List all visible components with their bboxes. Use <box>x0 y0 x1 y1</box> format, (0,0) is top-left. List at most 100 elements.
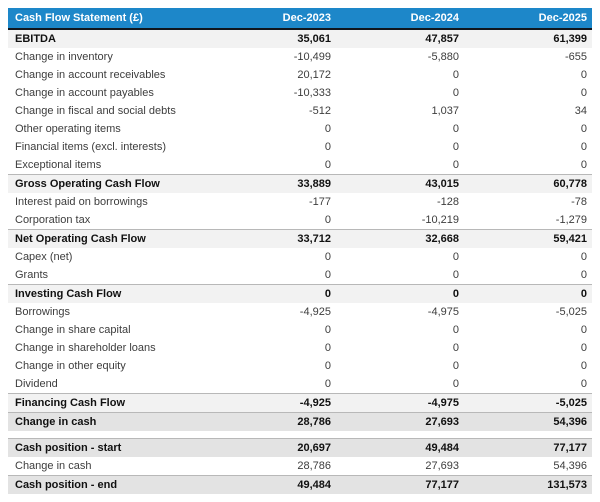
cell-value: 0 <box>336 156 464 175</box>
cell-value: 0 <box>464 266 592 285</box>
table-row: Change in shareholder loans 0 0 0 <box>8 339 592 357</box>
row-label: EBITDA <box>8 28 208 48</box>
cell-value: -10,499 <box>208 48 336 66</box>
cell-value: 32,668 <box>336 229 464 248</box>
cell-value: 0 <box>464 84 592 102</box>
cell-value: 0 <box>336 120 464 138</box>
cell-value: 0 <box>208 211 336 230</box>
cell-value: 33,889 <box>208 174 336 193</box>
cell-value: -655 <box>464 48 592 66</box>
row-label: Other operating items <box>8 120 208 138</box>
cell-value: 0 <box>208 321 336 339</box>
row-label: Change in shareholder loans <box>8 339 208 357</box>
cell-value: 0 <box>464 321 592 339</box>
row-label: Dividend <box>8 375 208 394</box>
cell-value: 20,697 <box>208 438 336 457</box>
cell-value: 0 <box>208 120 336 138</box>
cell-value: 27,693 <box>336 457 464 476</box>
cell-value: -4,975 <box>336 303 464 321</box>
cell-value: -5,025 <box>464 303 592 321</box>
cell-value: -177 <box>208 193 336 211</box>
table-row: Net Operating Cash Flow 33,712 32,668 59,42… <box>8 229 592 248</box>
cell-value: 0 <box>208 138 336 156</box>
cell-value: 0 <box>208 248 336 266</box>
cell-value: 0 <box>464 138 592 156</box>
cell-value: -5,025 <box>464 393 592 413</box>
cell-value: 35,061 <box>208 28 336 48</box>
cell-value: 59,421 <box>464 229 592 248</box>
table-row: Capex (net) 0 0 0 <box>8 248 592 266</box>
cell-value: 0 <box>464 120 592 138</box>
row-label: Corporation tax <box>8 211 208 230</box>
cell-value: 0 <box>464 375 592 394</box>
cell-value: 0 <box>464 66 592 84</box>
row-label: Change in other equity <box>8 357 208 375</box>
cell-value: 60,778 <box>464 174 592 193</box>
cell-value: 61,399 <box>464 28 592 48</box>
cell-value: 0 <box>464 284 592 303</box>
cell-value: -4,925 <box>208 303 336 321</box>
cell-value: 77,177 <box>464 438 592 457</box>
cell-value: 0 <box>336 375 464 394</box>
table-row: EBITDA 35,061 47,857 61,399 <box>8 28 592 48</box>
table-row: Cash position - start 20,697 49,484 77,177 <box>8 438 592 457</box>
table-row: Gross Operating Cash Flow 33,889 43,015 60,… <box>8 174 592 193</box>
row-label: Exceptional items <box>8 156 208 175</box>
cell-value: 0 <box>336 84 464 102</box>
cell-value: 0 <box>336 66 464 84</box>
cell-value: 0 <box>464 357 592 375</box>
row-label: Net Operating Cash Flow <box>8 229 208 248</box>
table-row: Grants 0 0 0 <box>8 266 592 285</box>
section-divider <box>8 431 592 438</box>
cell-value: 0 <box>208 266 336 285</box>
row-label: Change in cash <box>8 457 208 476</box>
row-label: Interest paid on borrowings <box>8 193 208 211</box>
row-label: Financing Cash Flow <box>8 393 208 413</box>
cell-value: 0 <box>336 339 464 357</box>
row-label: Borrowings <box>8 303 208 321</box>
cell-value: -4,925 <box>208 393 336 413</box>
cell-value: 0 <box>336 138 464 156</box>
table-row: Change in account payables -10,333 0 0 <box>8 84 592 102</box>
row-label: Cash position - start <box>8 438 208 457</box>
cell-value: -78 <box>464 193 592 211</box>
table-row: Change in other equity 0 0 0 <box>8 357 592 375</box>
table-row: Financial items (excl. interests) 0 0 0 <box>8 138 592 156</box>
cell-value: 0 <box>336 284 464 303</box>
cell-value: 0 <box>336 266 464 285</box>
cash-flow-table-main: Cash Flow Statement (£) Dec-2023 Dec-202… <box>8 8 592 431</box>
table-header-row: Cash Flow Statement (£) Dec-2023 Dec-202… <box>8 8 592 30</box>
table-row: Borrowings -4,925 -4,975 -5,025 <box>8 303 592 321</box>
cell-value: 1,037 <box>336 102 464 120</box>
cell-value: 0 <box>336 248 464 266</box>
table-row: Interest paid on borrowings -177 -128 -78 <box>8 193 592 211</box>
table-title: Cash Flow Statement (£) <box>8 8 208 30</box>
cell-value: 0 <box>464 248 592 266</box>
cell-value: 33,712 <box>208 229 336 248</box>
cell-value: -10,333 <box>208 84 336 102</box>
cell-value: 0 <box>208 339 336 357</box>
cell-value: 49,484 <box>336 438 464 457</box>
table-row: Change in inventory -10,499 -5,880 -655 <box>8 48 592 66</box>
cell-value: -128 <box>336 193 464 211</box>
table-row: Other operating items 0 0 0 <box>8 120 592 138</box>
row-label: Gross Operating Cash Flow <box>8 174 208 193</box>
cell-value: 0 <box>464 156 592 175</box>
cell-value: 131,573 <box>464 475 592 494</box>
cell-value: 49,484 <box>208 475 336 494</box>
table-row: Dividend 0 0 0 <box>8 375 592 394</box>
cell-value: -5,880 <box>336 48 464 66</box>
column-header-dec-2023: Dec-2023 <box>208 8 336 30</box>
cell-value: 0 <box>464 339 592 357</box>
cell-value: 54,396 <box>464 412 592 431</box>
table-row: Cash position - end 49,484 77,177 131,573 <box>8 475 592 494</box>
cell-value: 77,177 <box>336 475 464 494</box>
cell-value: 20,172 <box>208 66 336 84</box>
cell-value: 0 <box>208 357 336 375</box>
cell-value: -4,975 <box>336 393 464 413</box>
row-label: Change in share capital <box>8 321 208 339</box>
cell-value: 27,693 <box>336 412 464 431</box>
table-row: Change in fiscal and social debts -512 1,0… <box>8 102 592 120</box>
row-label: Change in account payables <box>8 84 208 102</box>
cell-value: 0 <box>336 357 464 375</box>
